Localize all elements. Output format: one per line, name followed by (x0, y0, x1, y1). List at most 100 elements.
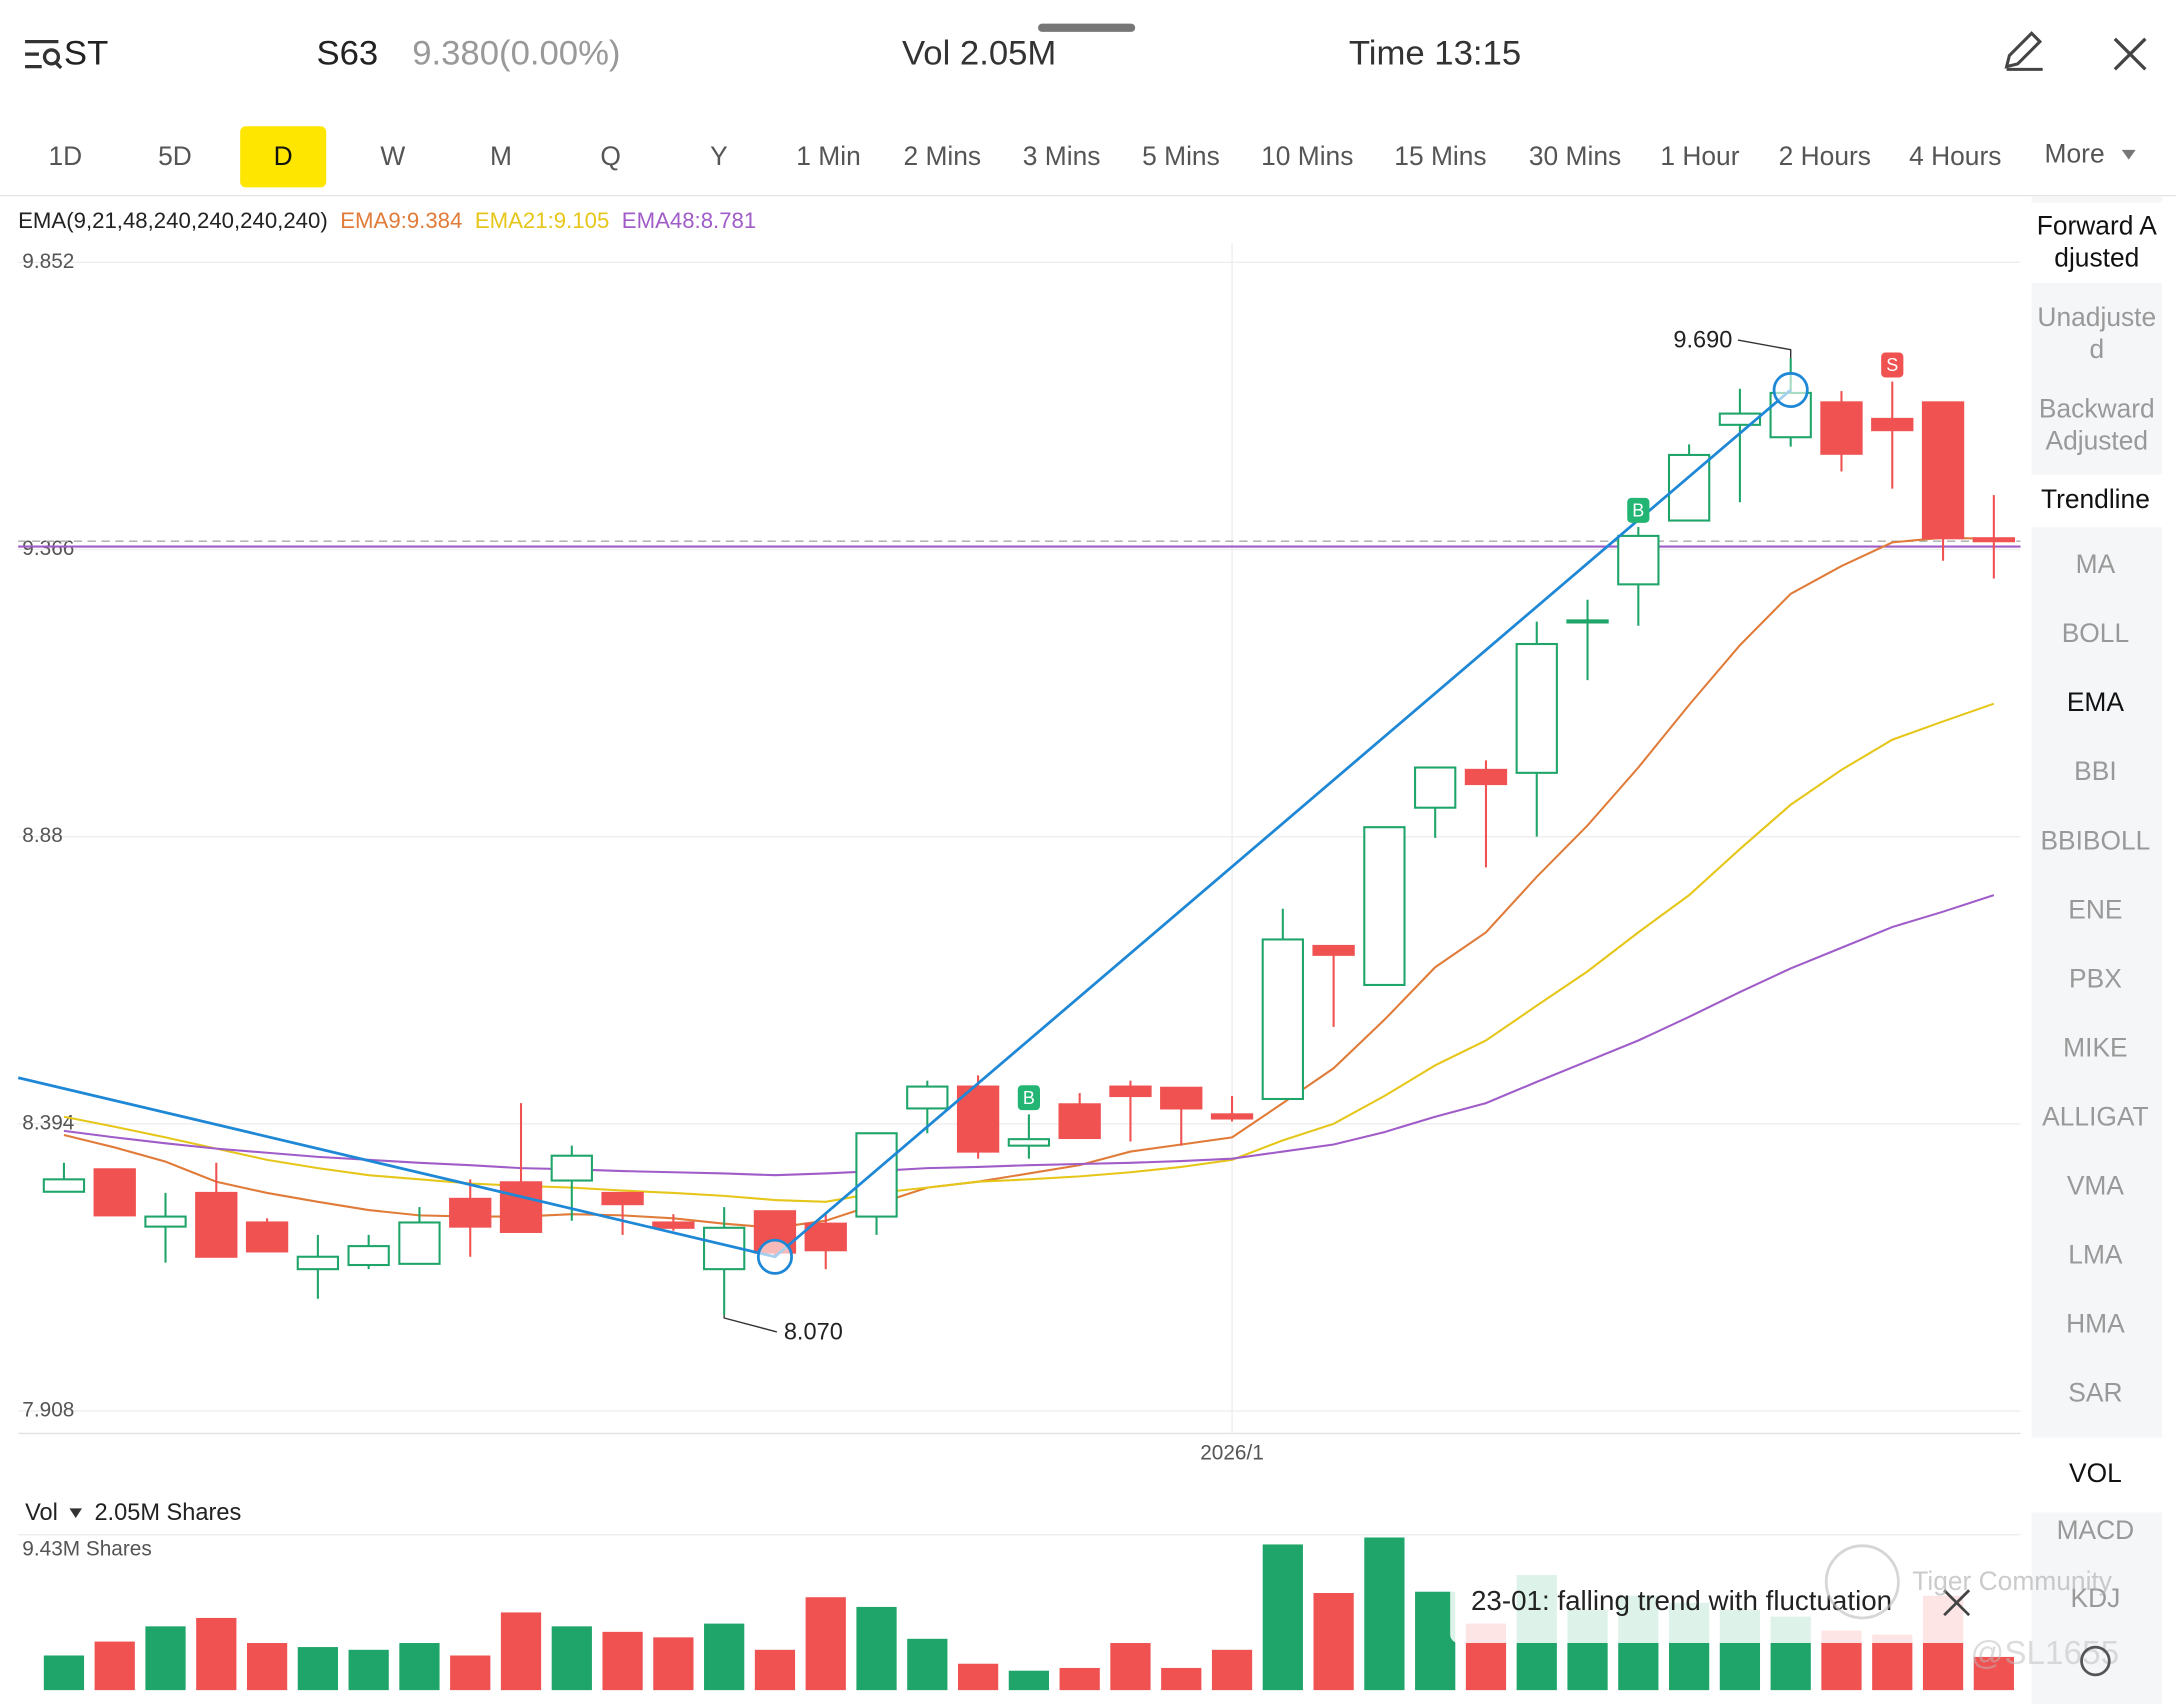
volume-bar (94, 1641, 135, 1691)
tab[interactable]: W (380, 141, 405, 171)
volume-bar (500, 1612, 542, 1691)
side-active-bg (2031, 1437, 2163, 1513)
legend-entry: EMA21:9.105 (475, 208, 609, 233)
candle-body (398, 1221, 441, 1265)
volume-bar (1313, 1593, 1354, 1691)
adjust-option-box[interactable]: Backward Adjusted (2032, 394, 2162, 463)
signal-label: B (1632, 501, 1644, 521)
volume-bar (1110, 1643, 1151, 1691)
adjust-option[interactable]: Backward Adjusted (2038, 395, 2155, 457)
y-tick-label: 9.366 (22, 537, 74, 560)
volume-bar (602, 1631, 643, 1691)
candle-body (855, 1132, 898, 1218)
y-tick-label: 9.852 (22, 250, 74, 273)
tab[interactable]: 3 Mins (1023, 141, 1101, 171)
candle-body (1617, 534, 1660, 586)
volume-bar (957, 1663, 999, 1691)
volume-bar (1059, 1667, 1100, 1691)
toast-text: 23-01: falling trend with fluctuation (1471, 1585, 1892, 1616)
volume-bar (145, 1626, 186, 1691)
drag-handle[interactable] (1038, 23, 1136, 32)
logo-text[interactable]: ST (64, 35, 108, 73)
trendline-handle[interactable] (756, 1238, 793, 1275)
tab[interactable]: 2 Mins (903, 141, 981, 171)
sub-indicator[interactable]: VOL (2069, 1458, 2122, 1488)
signal-badge[interactable] (1627, 497, 1650, 523)
volume-bar (348, 1649, 389, 1691)
volume-bar (856, 1606, 897, 1691)
volume-label[interactable]: Vol (25, 1499, 58, 1525)
main-indicator[interactable]: ENE (2068, 894, 2122, 924)
tab[interactable]: 1 Hour (1660, 141, 1739, 171)
symbol: S63 (316, 35, 378, 73)
main-indicator[interactable]: ALLIGAT (2042, 1101, 2148, 1131)
toast[interactable] (1450, 1565, 2022, 1643)
y-tick-label: 8.394 (22, 1111, 74, 1134)
close-icon[interactable] (2113, 37, 2147, 71)
candle-body (499, 1181, 543, 1233)
main-indicator[interactable]: LMA (2068, 1239, 2123, 1269)
volume-bar (1008, 1670, 1050, 1691)
tab[interactable]: M (490, 141, 512, 171)
volume-bar (1161, 1667, 1202, 1691)
tab[interactable]: D (274, 141, 293, 171)
toast-close[interactable] (1943, 1589, 1971, 1617)
sub-indicator[interactable]: MACD (2057, 1515, 2135, 1545)
main-indicator[interactable]: PBX (2069, 963, 2122, 993)
x-tick-label: 2026/1 (1200, 1442, 1264, 1465)
tab[interactable]: Q (600, 141, 621, 171)
volume-bar (754, 1649, 796, 1691)
candle-body (245, 1221, 289, 1253)
high-label: 9.690 (1673, 327, 1732, 353)
volume-value: 2.05M Shares (94, 1499, 241, 1525)
candle-body (1820, 401, 1863, 455)
signal-label: S (1886, 355, 1898, 375)
tab-more[interactable]: More (2045, 138, 2105, 168)
tab[interactable]: 5D (158, 141, 192, 171)
tab[interactable]: 4 Hours (1909, 141, 2001, 171)
trendline-handle[interactable] (1772, 371, 1809, 408)
sub-indicator[interactable]: KDJ (2071, 1583, 2121, 1613)
main-indicator[interactable]: BBI (2074, 756, 2117, 786)
volume-bar (704, 1623, 745, 1691)
main-indicator[interactable]: BBIBOLL (2040, 825, 2150, 855)
tab[interactable]: 10 Mins (1261, 141, 1353, 171)
main-indicator[interactable]: EMA (2067, 687, 2125, 717)
main-indicator[interactable]: BOLL (2062, 618, 2129, 648)
volume-arrow (69, 1508, 82, 1519)
adjust-option-box[interactable]: Unadjusted (2032, 303, 2162, 372)
tab[interactable]: 1D (48, 141, 82, 171)
signal-badge[interactable] (1017, 1085, 1040, 1111)
watermark-user: @SL1655 (1971, 1635, 2120, 1672)
tab[interactable]: 15 Mins (1394, 141, 1486, 171)
volume-bar (196, 1617, 237, 1691)
adjust-option[interactable]: Unadjusted (2037, 303, 2157, 365)
candle-body (296, 1255, 340, 1271)
tab[interactable]: 1 Min (796, 141, 860, 171)
main-indicator[interactable]: SAR (2068, 1378, 2122, 1408)
y-tick-label: 8.88 (22, 824, 62, 847)
main-indicator[interactable]: MA (2076, 549, 2116, 579)
adjust-option[interactable]: Forward Adjusted (2036, 212, 2157, 274)
main-indicator[interactable]: MIKE (2063, 1032, 2127, 1062)
logo-icon[interactable] (25, 39, 63, 70)
candle-body (1972, 537, 2016, 543)
main-indicator[interactable]: VMA (2067, 1170, 2125, 1200)
settings-icon[interactable] (2080, 1645, 2111, 1677)
volume-bar (1973, 1656, 2014, 1691)
volume: Vol 2.05M (902, 35, 1056, 73)
candle-body (804, 1222, 847, 1252)
tab[interactable]: 5 Mins (1142, 141, 1220, 171)
edit-icon[interactable] (2004, 31, 2043, 71)
adjust-option-box[interactable]: Forward Adjusted (2032, 211, 2162, 280)
candle-body (1160, 1086, 1203, 1110)
watermark-logo (1824, 1544, 1900, 1620)
main-indicator[interactable]: HMA (2066, 1308, 2125, 1338)
tab[interactable]: 30 Mins (1529, 141, 1621, 171)
signal-badge[interactable] (1881, 352, 1904, 378)
tab[interactable]: 2 Hours (1779, 141, 1871, 171)
tool-option[interactable]: Trendline (2041, 484, 2150, 514)
volume-bar (653, 1637, 694, 1691)
tab[interactable]: Y (710, 141, 728, 171)
